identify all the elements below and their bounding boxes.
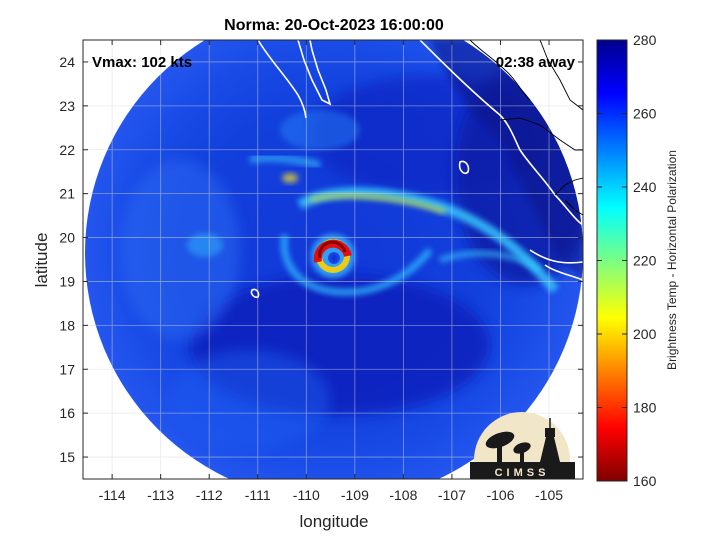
x-tick-label: -114 [99, 487, 126, 503]
y-tick-label: 20 [59, 230, 75, 246]
y-tick-label: 24 [59, 54, 75, 70]
time-away-label: 02:38 away [496, 54, 576, 71]
y-tick-label: 17 [59, 361, 75, 377]
y-tick-label: 21 [59, 186, 75, 202]
vmax-label: Vmax: 102 kts [92, 54, 192, 71]
colorbar-tick-label: 160 [633, 473, 657, 489]
colorbar-tick-label: 280 [633, 32, 657, 48]
y-tick-label: 23 [59, 98, 75, 114]
x-tick-label: -105 [535, 487, 563, 503]
state-borders [469, 40, 583, 216]
x-tick-label: -108 [389, 487, 417, 503]
colorbar-tick-label: 240 [633, 179, 657, 195]
x-tick-label: -106 [486, 487, 514, 503]
y-axis: 24 23 22 21 20 19 18 17 16 15 [59, 54, 583, 465]
y-tick-label: 22 [59, 142, 75, 158]
x-tick-label: -111 [245, 487, 271, 503]
colorbar-tick-label: 200 [633, 326, 657, 342]
axes-box [82, 39, 584, 480]
y-tick-label: 16 [59, 405, 75, 421]
coastline [250, 40, 583, 298]
x-axis-label: longitude [299, 512, 368, 531]
x-tick-label: -112 [196, 487, 223, 503]
x-tick-label: -109 [341, 487, 369, 503]
y-axis-label: latitude [32, 233, 51, 288]
y-tick-label: 18 [59, 317, 75, 333]
cimss-logo: CIMSS [470, 412, 575, 479]
x-tick-label: -113 [147, 487, 174, 503]
y-tick-label: 19 [59, 273, 75, 289]
x-tick-label: -110 [293, 487, 320, 503]
x-axis: -114 -113 -112 -111 -110 -109 -108 -107 -106 -105 [99, 40, 563, 503]
x-tick-label: -107 [438, 487, 466, 503]
figure-title: Norma: 20-Oct-2023 16:00:00 [224, 17, 444, 34]
colorbar-label: Brightness Temp - Horizontal Polarizatio… [665, 150, 679, 370]
colorbar-tick-label: 260 [633, 106, 657, 122]
colorbar: 280 260 240 220 200 180 160 Brightness Temp - … [596, 32, 679, 489]
y-tick-label: 15 [59, 449, 75, 465]
colorbar-tick-label: 180 [633, 400, 657, 416]
logo-text: CIMSS [495, 467, 550, 479]
colorbar-tick-label: 220 [633, 253, 657, 269]
